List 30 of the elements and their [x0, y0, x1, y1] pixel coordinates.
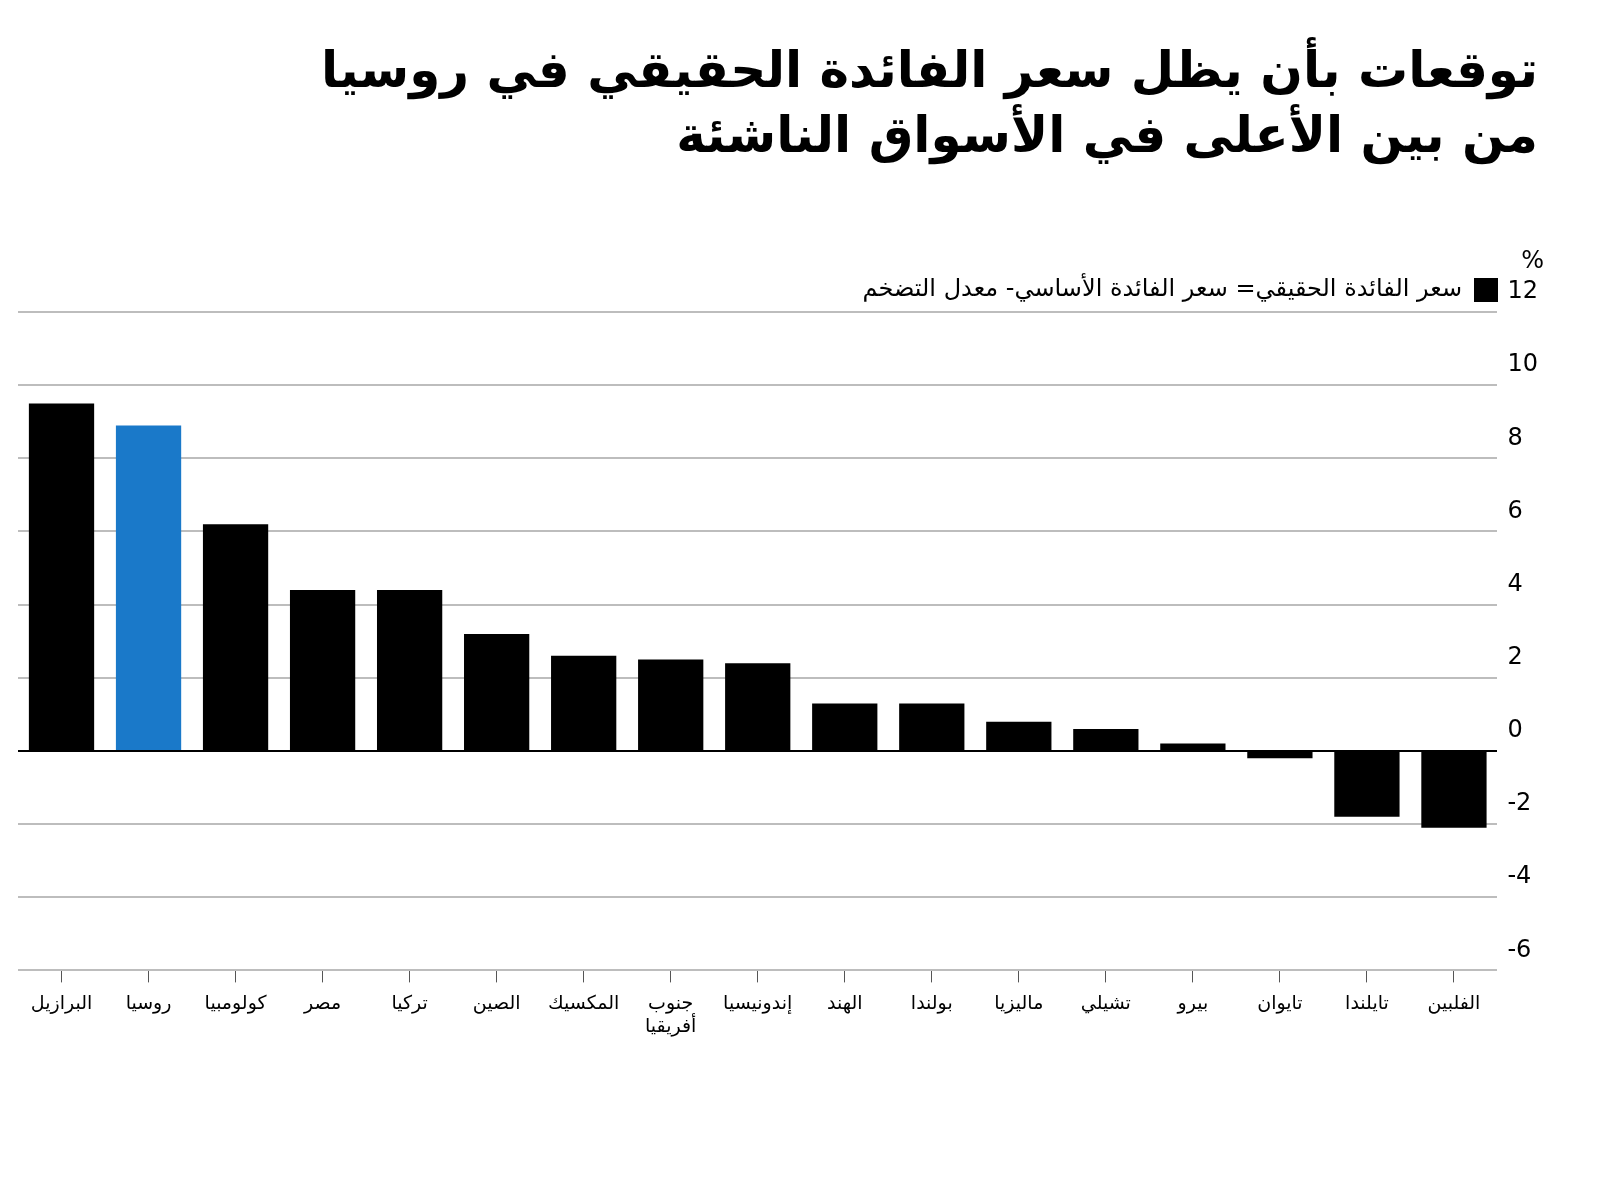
y-tick-label: 4	[1507, 568, 1523, 597]
x-tick-label: الهند	[826, 990, 863, 1014]
x-tick-label: تايلندا	[1345, 990, 1389, 1013]
x-tick-label: مصر	[303, 990, 342, 1014]
y-tick-label: -6	[1507, 934, 1532, 963]
chart-title: توقعات بأن يظل سعر الفائدة الحقيقي في روسيا من بين الأعلى في الأسواق الناشئة	[319, 36, 1539, 167]
x-tick-label: بيرو	[1176, 990, 1209, 1014]
x-tick-label: كولومبيا	[204, 990, 268, 1014]
y-tick-label: -4	[1507, 861, 1532, 890]
y-tick-label: 8	[1507, 422, 1523, 451]
x-tick-label: الصين	[472, 990, 521, 1014]
y-tick-label: 2	[1507, 642, 1523, 671]
x-tick-label: الفلبين	[1427, 990, 1481, 1014]
y-tick-label: 0	[1507, 715, 1523, 744]
y-tick-label: 12	[1507, 276, 1539, 305]
legend-label: سعر الفائدة الحقيقي= سعر الفائدة الأساسي- معدل التضخم	[862, 273, 1462, 303]
x-tick-label: روسيا	[125, 990, 172, 1014]
x-tick-label: المكسيك	[548, 990, 620, 1013]
x-tick-label: تشيلي	[1080, 990, 1131, 1014]
x-tick-label: البرازيل	[30, 990, 93, 1014]
y-tick-label: 10	[1507, 349, 1539, 378]
x-tick-label: ماليزيا	[994, 990, 1044, 1014]
y-axis-title: %	[1521, 246, 1544, 275]
x-tick-label: إندونيسيا	[723, 990, 793, 1015]
y-tick-label: 6	[1507, 495, 1523, 524]
x-tick-label: جنوب أفريقيا	[645, 990, 697, 1037]
x-tick-label: تركيا	[391, 990, 428, 1014]
y-tick-label: -2	[1507, 788, 1532, 817]
x-tick-label: بولندا	[910, 990, 953, 1014]
x-tick-label: تايوان	[1257, 990, 1303, 1014]
